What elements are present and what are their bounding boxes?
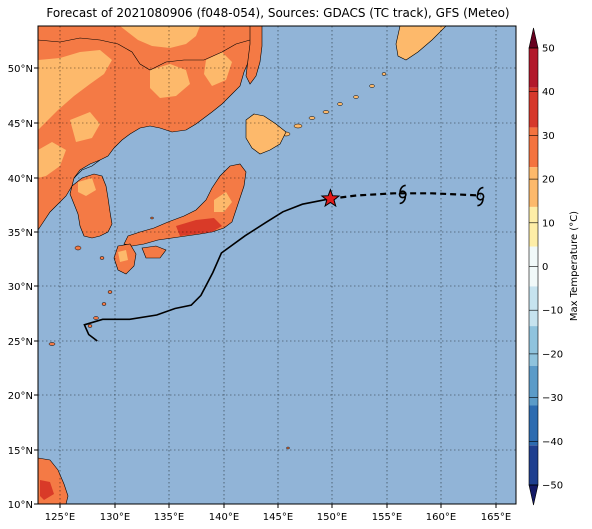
lat-axis: 10°N 15°N 20°N 25°N 30°N 35°N 40°N 45°N … bbox=[8, 64, 38, 511]
lon-tick-label: 150°E bbox=[317, 512, 347, 523]
honshu-hot-region bbox=[176, 218, 222, 236]
colorbar-segment bbox=[529, 405, 538, 446]
lat-tick-label: 10°N bbox=[8, 500, 33, 511]
colorbar-bottom-arrow bbox=[528, 484, 539, 506]
kyushu-mild-region bbox=[118, 250, 128, 262]
cyclone-icon bbox=[398, 184, 407, 205]
lon-tick-label: 125°E bbox=[45, 512, 75, 523]
colorbar-segment bbox=[529, 127, 538, 168]
lon-tick-label: 140°E bbox=[209, 512, 239, 523]
sakhalin-landmass bbox=[245, 26, 263, 85]
colorbar-segment bbox=[529, 87, 538, 128]
hokkaido-landmass bbox=[245, 113, 287, 155]
colorbar-tick-label: −50 bbox=[542, 481, 563, 492]
korea-mild-region bbox=[78, 178, 96, 196]
colorbar-tick-label: −30 bbox=[542, 393, 563, 404]
colorbar-segment bbox=[529, 286, 538, 327]
colorbar-tick-label: 30 bbox=[542, 131, 555, 142]
lon-tick-label: 135°E bbox=[154, 512, 184, 523]
colorbar-segment bbox=[529, 365, 538, 406]
colorbar-ticks: 50 40 30 20 10 0 −10 −20 −30 −40 −50 bbox=[529, 44, 563, 492]
land-mild-region bbox=[150, 64, 190, 98]
colorbar-segment bbox=[529, 206, 538, 247]
lon-tick-label: 160°E bbox=[426, 512, 456, 523]
kamchatka-landmass bbox=[395, 26, 447, 61]
colorbar-tick-label: 40 bbox=[542, 87, 555, 98]
country-border bbox=[73, 159, 101, 179]
colorbar-tick-label: −10 bbox=[542, 306, 563, 317]
colorbar-tick-label: 10 bbox=[542, 218, 555, 229]
colorbar-tick-label: 20 bbox=[542, 175, 555, 186]
honshu-mild-region bbox=[214, 192, 232, 212]
lon-tick-label: 145°E bbox=[263, 512, 293, 523]
lon-axis: 125°E 130°E 135°E 140°E 145°E 150°E 155°… bbox=[45, 504, 511, 523]
lat-tick-label: 15°N bbox=[8, 446, 33, 457]
colorbar-segment bbox=[529, 167, 538, 207]
land-mild-region bbox=[38, 50, 112, 130]
storm-track bbox=[83, 184, 485, 342]
current-position-star-icon bbox=[320, 188, 341, 208]
lon-tick-label: 165°E bbox=[481, 512, 511, 523]
luzon-hot-region bbox=[40, 480, 54, 500]
colorbar-tick-label: −20 bbox=[542, 349, 563, 360]
colorbar: 50 40 30 20 10 0 −10 −20 −30 −40 −50 bbox=[528, 27, 563, 506]
lat-tick-label: 25°N bbox=[8, 337, 33, 348]
map-area bbox=[38, 26, 516, 504]
past-track-line bbox=[83, 197, 331, 342]
country-border bbox=[38, 37, 251, 71]
lon-tick-label: 130°E bbox=[100, 512, 130, 523]
colorbar-top-arrow bbox=[528, 27, 539, 49]
colorbar-segment bbox=[529, 48, 538, 88]
chart-title: Forecast of 2021080906 (f048-054), Sourc… bbox=[46, 6, 510, 20]
colorbar-tick-label: 0 bbox=[542, 262, 548, 273]
ryukyu-islands bbox=[48, 216, 290, 450]
land-mild-region bbox=[70, 112, 100, 142]
shikoku-landmass bbox=[141, 245, 167, 259]
cyclone-icon bbox=[476, 186, 485, 207]
lat-tick-label: 50°N bbox=[8, 64, 33, 75]
lon-tick-label: 155°E bbox=[372, 512, 402, 523]
map-frame bbox=[37, 25, 517, 505]
lat-tick-label: 35°N bbox=[8, 228, 33, 239]
colorbar-tick-label: −40 bbox=[542, 437, 563, 448]
colorbar-segment bbox=[529, 326, 538, 366]
lat-tick-label: 30°N bbox=[8, 282, 33, 293]
colorbar-label: Max Temperature (°C) bbox=[569, 211, 580, 321]
land-mild-region bbox=[204, 52, 232, 86]
lat-tick-label: 45°N bbox=[8, 119, 33, 130]
lat-tick-label: 20°N bbox=[8, 391, 33, 402]
colorbar-tick-label: 50 bbox=[542, 44, 555, 55]
lat-tick-label: 40°N bbox=[8, 174, 33, 185]
land-mild-region bbox=[120, 26, 200, 48]
land-mild-region bbox=[38, 142, 66, 178]
forecast-track-line bbox=[330, 192, 481, 200]
colorbar-segment bbox=[529, 445, 538, 486]
